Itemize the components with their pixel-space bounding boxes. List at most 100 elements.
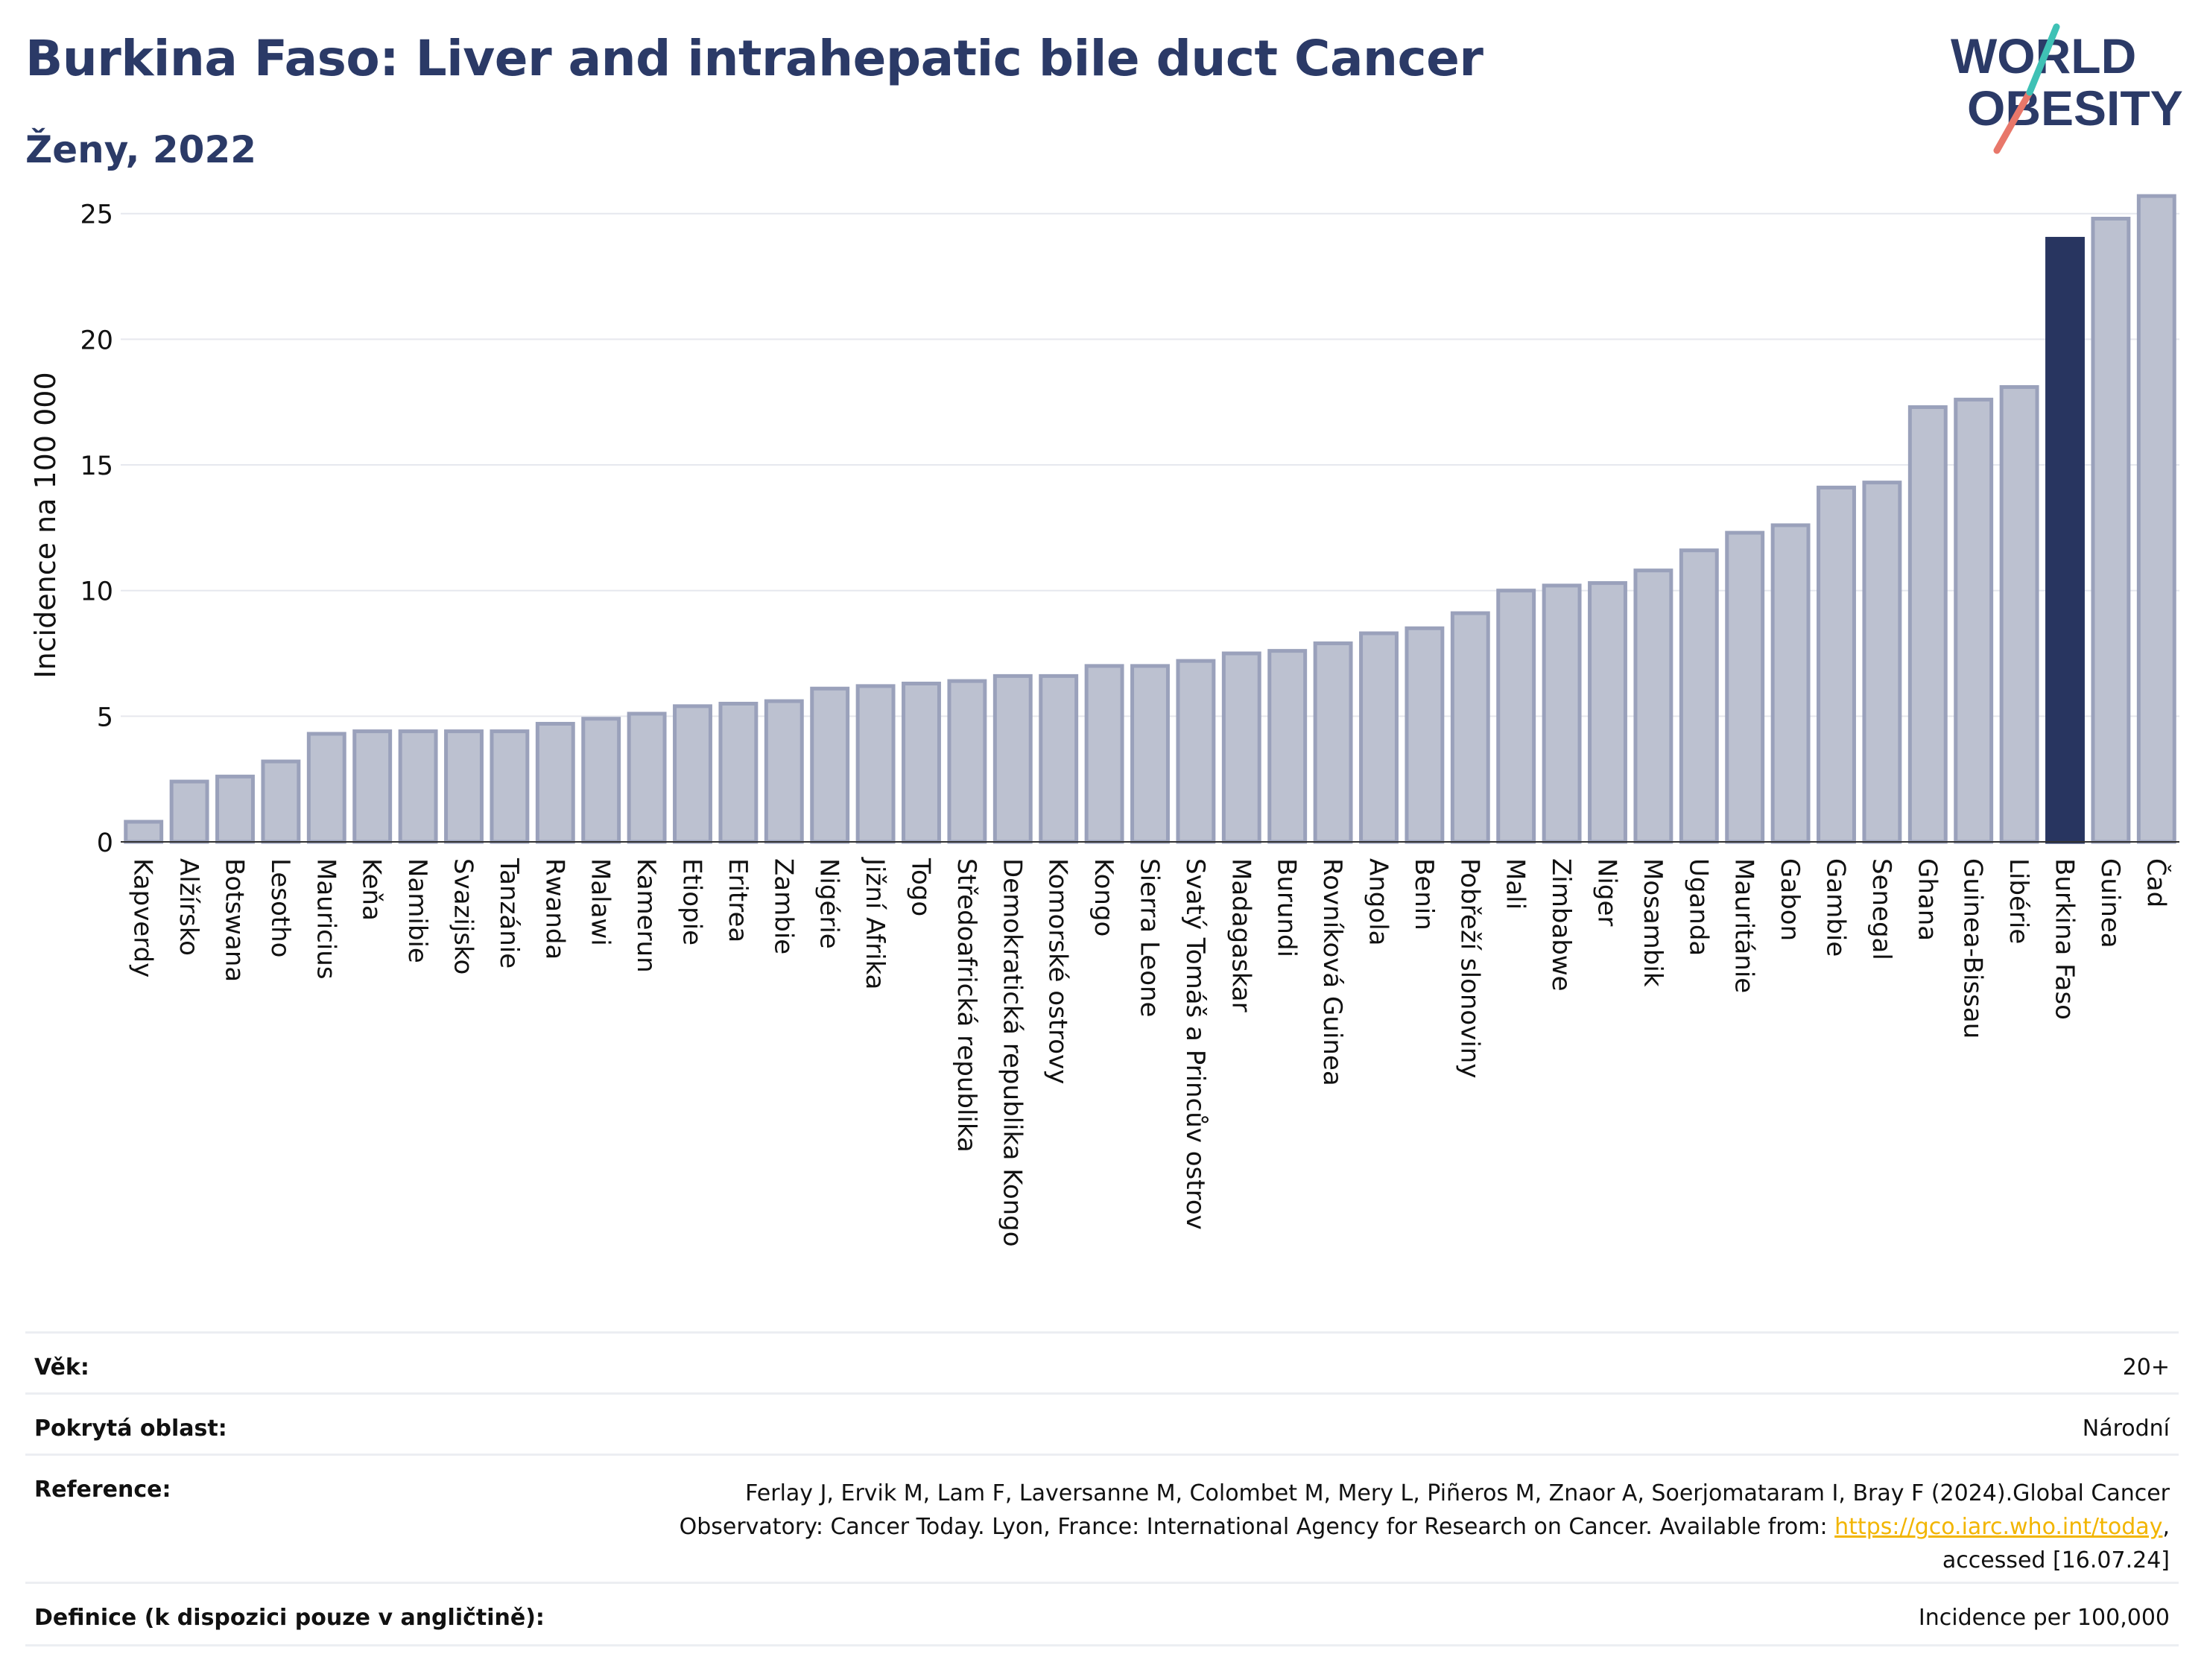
reference-line2-wrap: Observatory: Cancer Today. Lyon, France:… bbox=[679, 1514, 2170, 1540]
x-tick-label: Mali bbox=[1501, 858, 1530, 910]
bar-19 bbox=[992, 673, 1033, 844]
x-tick-label: Mauricius bbox=[311, 858, 341, 980]
chart-title: Burkina Faso: Liver and intrahepatic bil… bbox=[25, 30, 1483, 87]
x-tick-label: Kapverdy bbox=[128, 858, 158, 977]
x-tick-label: Botswana bbox=[220, 858, 250, 982]
x-tick-label: Pobřeží slonoviny bbox=[1454, 858, 1484, 1078]
logo-slash-teal bbox=[2026, 23, 2060, 96]
x-tick-label: Keňa bbox=[357, 858, 387, 921]
logo-slash-red bbox=[1993, 89, 2033, 154]
bar-30 bbox=[1496, 589, 1536, 844]
y-axis-ticks: 0 5 10 15 20 25 bbox=[80, 200, 113, 858]
definition-value: Incidence per 100,000 bbox=[1918, 1605, 2170, 1631]
bar-26 bbox=[1313, 641, 1353, 844]
x-tick-label: Kongo bbox=[1089, 858, 1118, 936]
bar-31 bbox=[1542, 583, 1582, 844]
bar-32 bbox=[1588, 581, 1627, 844]
bar-37 bbox=[1817, 485, 1856, 844]
bar-35 bbox=[1725, 530, 1765, 844]
bar-34 bbox=[1679, 548, 1719, 844]
bar-25 bbox=[1267, 649, 1308, 844]
meta-row-age: Věk: 20+ bbox=[25, 1334, 2179, 1395]
reference-link[interactable]: https://gco.iarc.who.int/today bbox=[1834, 1514, 2163, 1540]
age-value: 20+ bbox=[2122, 1354, 2170, 1381]
x-tick-label: Libérie bbox=[2004, 858, 2033, 944]
x-tick-label: Nigérie bbox=[814, 858, 844, 949]
age-label: Věk: bbox=[34, 1354, 89, 1381]
bar-33 bbox=[1633, 568, 1673, 844]
bar-11 bbox=[627, 711, 667, 844]
reference-value: Ferlay J, Ervik M, Lam F, Laversanne M, … bbox=[679, 1477, 2170, 1573]
bar-8 bbox=[490, 729, 530, 844]
metadata-table: Věk: 20+ Pokrytá oblast: Národní Referen… bbox=[25, 1331, 2179, 1646]
reference-line1: Ferlay J, Ervik M, Lam F, Laversanne M, … bbox=[745, 1480, 2170, 1506]
bar-15 bbox=[810, 686, 850, 844]
x-tick-label: Středoafrická republika bbox=[951, 858, 981, 1153]
meta-row-definition: Definice (k dispozici pouze v angličtině… bbox=[25, 1584, 2179, 1646]
reference-line3: accessed [16.07.24] bbox=[1942, 1547, 2170, 1573]
x-tick-label: Kamerun bbox=[631, 858, 661, 973]
x-tick-label: Zambie bbox=[768, 858, 798, 954]
x-tick-label: Burkina Faso bbox=[2050, 858, 2080, 1020]
x-tick-label: Tanzánie bbox=[494, 858, 524, 969]
meta-row-coverage: Pokrytá oblast: Národní bbox=[25, 1395, 2179, 1456]
bar-27 bbox=[1359, 631, 1399, 844]
bar-20 bbox=[1039, 673, 1079, 844]
bar-21 bbox=[1084, 664, 1124, 844]
bar-18 bbox=[947, 679, 987, 844]
bar-22 bbox=[1130, 664, 1170, 844]
bar-0 bbox=[124, 820, 164, 844]
x-tick-label: Benin bbox=[1409, 858, 1439, 931]
definition-label: Definice (k dispozici pouze v angličtině… bbox=[34, 1605, 545, 1631]
x-tick-label: Uganda bbox=[1683, 858, 1713, 956]
x-tick-label: Lesotho bbox=[265, 858, 295, 957]
coverage-label: Pokrytá oblast: bbox=[34, 1416, 227, 1442]
bar-14 bbox=[764, 699, 804, 844]
bar-42 bbox=[2045, 236, 2085, 844]
x-tick-label: Guinea-Bissau bbox=[1958, 858, 1988, 1039]
bar-1 bbox=[169, 779, 209, 844]
logo-line2: OBESITY bbox=[1967, 80, 2183, 136]
x-tick-label: Malawi bbox=[586, 858, 615, 946]
bar-4 bbox=[306, 732, 346, 844]
x-tick-label: Madagaskar bbox=[1226, 858, 1255, 1012]
bar-6 bbox=[398, 729, 438, 844]
y-axis-label: Incidence na 100 000 bbox=[29, 372, 62, 678]
chart-subtitle: Ženy, 2022 bbox=[25, 128, 257, 171]
x-tick-label: Demokratická republika Kongo bbox=[997, 858, 1027, 1247]
x-tick-label: Čad bbox=[2141, 858, 2171, 907]
x-tick-label: Etiopie bbox=[677, 858, 707, 945]
x-tick-label: Togo bbox=[906, 858, 936, 916]
y-tick-label: 25 bbox=[80, 200, 113, 230]
bar-23 bbox=[1176, 659, 1216, 844]
bar-44 bbox=[2136, 194, 2176, 844]
x-tick-label: Svatý Tomáš a Princův ostrov bbox=[1180, 858, 1210, 1230]
x-tick-label: Gambie bbox=[1821, 858, 1851, 957]
x-tick-label: Ghana bbox=[1912, 858, 1942, 941]
coverage-value: Národní bbox=[2082, 1416, 2170, 1442]
x-tick-label: Burundi bbox=[1272, 858, 1302, 957]
bar-12 bbox=[673, 704, 712, 844]
y-tick-label: 10 bbox=[80, 577, 113, 607]
bar-13 bbox=[718, 701, 759, 844]
bar-9 bbox=[535, 721, 575, 844]
x-tick-label: Niger bbox=[1592, 858, 1622, 926]
x-tick-label: Senegal bbox=[1866, 858, 1896, 960]
x-tick-label: Namibie bbox=[402, 858, 432, 963]
bar-36 bbox=[1770, 523, 1811, 844]
bar-16 bbox=[855, 684, 896, 844]
bar-chart: 0 5 10 15 20 25 Kapverdy Alžírsko Botswana Lesot… bbox=[29, 194, 2179, 1247]
x-tick-label: Guinea bbox=[2095, 858, 2125, 948]
y-tick-label: 15 bbox=[80, 451, 113, 481]
bars bbox=[121, 194, 2179, 844]
x-tick-label: Sierra Leone bbox=[1135, 858, 1165, 1017]
x-tick-label: Jižní Afrika bbox=[860, 857, 890, 990]
x-tick-label: Mauritánie bbox=[1729, 858, 1759, 993]
y-tick-label: 5 bbox=[97, 703, 113, 732]
x-tick-label: Rovníková Guinea bbox=[1317, 858, 1347, 1086]
x-tick-label: Rwanda bbox=[539, 858, 569, 960]
bar-41 bbox=[1999, 384, 2039, 844]
x-tick-label: Mosambik bbox=[1638, 858, 1668, 987]
bar-29 bbox=[1450, 611, 1490, 844]
reference-label: Reference: bbox=[34, 1477, 171, 1503]
